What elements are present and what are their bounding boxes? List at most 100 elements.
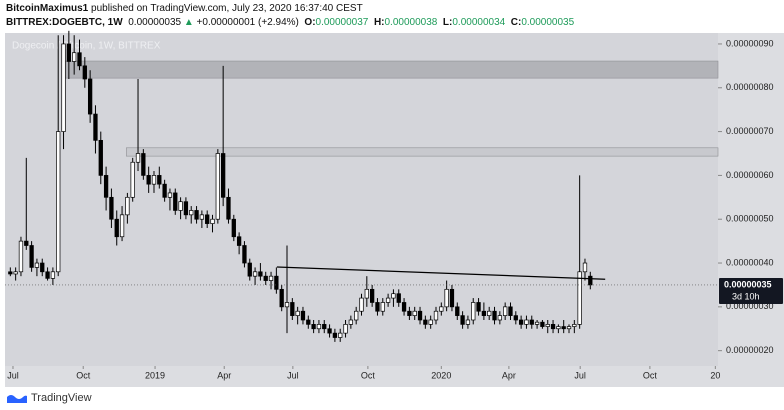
x-tick-label: Jul xyxy=(287,370,299,380)
y-tick-label: 0.00000070 xyxy=(726,126,774,136)
candle-body xyxy=(157,175,162,185)
close: 0.00000035 xyxy=(521,17,575,28)
candle-body xyxy=(226,196,231,220)
l-label: L: xyxy=(442,17,453,28)
candle-body xyxy=(93,113,98,141)
header-line-1: BitcoinMaximus1 published on TradingView… xyxy=(6,3,363,14)
candle-body xyxy=(513,315,518,321)
candle-body xyxy=(327,328,332,334)
candle-body xyxy=(56,131,61,273)
candle-body xyxy=(242,245,247,264)
candle-body xyxy=(455,306,460,316)
symbol: BITTREX:DOGEBTC, 1W xyxy=(6,17,123,28)
candle-body xyxy=(34,262,40,268)
candle-body xyxy=(338,332,343,338)
y-tick-label: 0.00000030 xyxy=(726,301,774,311)
candle-body xyxy=(529,319,534,325)
candle-body xyxy=(210,218,215,224)
candle-body xyxy=(460,315,465,325)
last-price-label: 0.00000035 xyxy=(724,279,772,289)
candle-body xyxy=(561,326,566,330)
candle-body xyxy=(497,315,502,321)
zone xyxy=(62,60,719,79)
candle-body xyxy=(194,210,199,220)
candle-body xyxy=(503,306,508,316)
published: published on TradingView.com, July 23, 2… xyxy=(91,3,363,14)
y-tick-label: 0.00000040 xyxy=(726,257,774,267)
candle-body xyxy=(316,324,322,330)
x-tick-label: Oct xyxy=(643,370,658,380)
candle-body xyxy=(135,153,141,163)
time-axis xyxy=(5,366,718,387)
y-tick-label: 0.00000020 xyxy=(726,345,774,355)
candle-body xyxy=(423,319,428,325)
candle-body xyxy=(524,319,529,325)
candle-body xyxy=(556,326,561,330)
candle-body xyxy=(130,161,135,198)
candle-body xyxy=(141,153,146,176)
arrow: ▲ xyxy=(183,17,194,28)
o-label: O: xyxy=(304,17,316,28)
candle-body xyxy=(236,236,242,246)
y-tick-label: 0.00000050 xyxy=(726,214,774,224)
candle-body xyxy=(540,321,545,327)
low: 0.00000034 xyxy=(452,17,506,28)
candle-body xyxy=(391,293,396,299)
candle-body xyxy=(439,306,444,312)
author: BitcoinMaximus1 xyxy=(6,3,89,14)
candle-body xyxy=(311,324,316,330)
x-tick-label: Jul xyxy=(7,370,19,380)
candle-body xyxy=(18,240,24,273)
candle-body xyxy=(72,52,77,62)
candle-body xyxy=(332,332,338,338)
price-axis xyxy=(718,33,784,387)
x-tick-label: Oct xyxy=(76,370,91,380)
candle-body xyxy=(173,192,178,211)
candle-body xyxy=(433,310,439,321)
x-tick-label: Oct xyxy=(361,370,376,380)
candle-body xyxy=(87,78,93,115)
candle-body xyxy=(428,319,433,325)
candle-body xyxy=(199,214,205,220)
trendline xyxy=(276,266,606,280)
candle-body xyxy=(24,240,29,246)
candle-body xyxy=(8,271,13,275)
candle-body xyxy=(481,310,487,316)
watermark: Dogecoin / Bitcoin, 1W, BITTREX xyxy=(12,41,161,52)
candle-body xyxy=(534,321,540,325)
x-tick-label: 2019 xyxy=(145,370,165,380)
candle-body xyxy=(444,288,449,308)
candle-body xyxy=(396,293,401,303)
candle-body xyxy=(545,324,550,327)
countdown: 3d 10h xyxy=(732,291,760,301)
y-tick-label: 0.00000080 xyxy=(726,82,774,92)
high: 0.00000038 xyxy=(384,17,438,28)
candle-body xyxy=(268,275,274,281)
candle-body xyxy=(359,297,364,312)
change: +0.00000001 (+2.94%) xyxy=(196,17,299,28)
candle-body xyxy=(412,310,417,316)
y-tick-label: 0.00000060 xyxy=(726,170,774,180)
candle-body xyxy=(189,210,194,216)
candle-body xyxy=(385,297,391,303)
candle-body xyxy=(577,271,582,325)
candle-body xyxy=(375,302,380,312)
candle-body xyxy=(13,271,18,275)
candle-body xyxy=(205,214,210,224)
h-label: H: xyxy=(373,17,385,28)
price: 0.00000035 xyxy=(128,17,182,28)
x-tick-label: Apr xyxy=(217,370,231,380)
candle-body xyxy=(279,288,284,308)
candle-body xyxy=(77,52,82,67)
candle-body xyxy=(487,310,492,316)
candle-body xyxy=(258,271,263,277)
candle-body xyxy=(401,302,407,312)
candle-body xyxy=(66,43,72,62)
candle-body xyxy=(252,271,258,277)
open: 0.00000037 xyxy=(315,17,369,28)
candle-body xyxy=(348,319,354,325)
candle-body xyxy=(40,262,45,273)
candle-body xyxy=(231,218,236,238)
candle-body xyxy=(290,302,295,316)
